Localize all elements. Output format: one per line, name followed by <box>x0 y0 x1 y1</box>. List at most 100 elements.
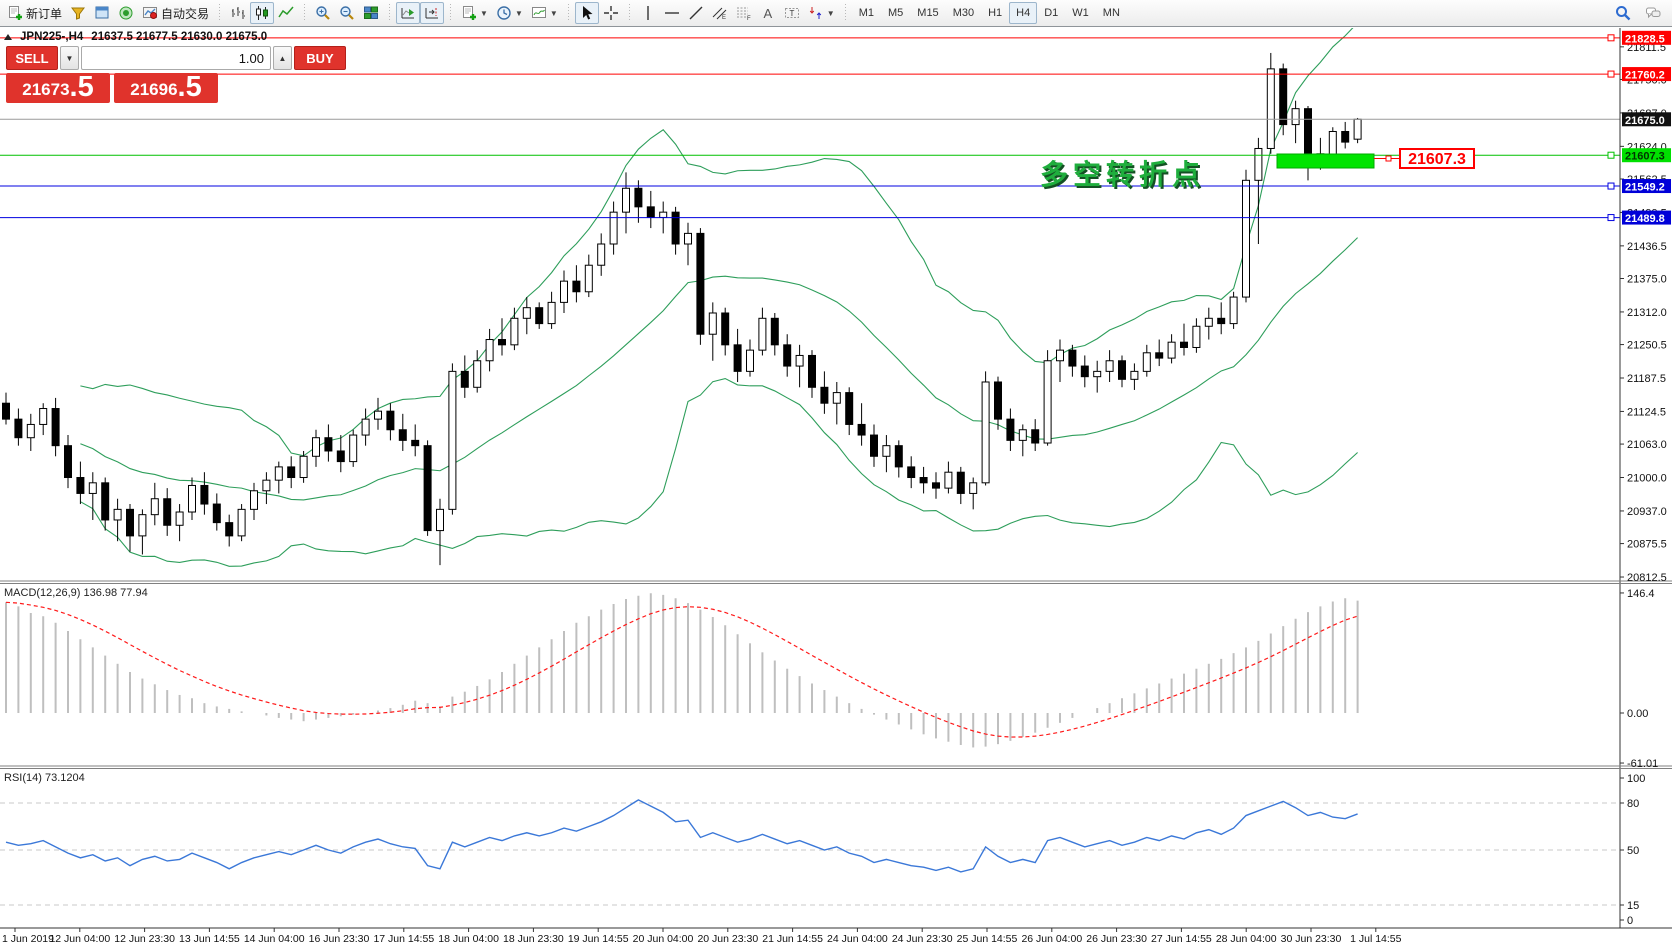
new-order-icon <box>7 5 23 21</box>
candle-bullish <box>88 482 97 494</box>
level-price-badge <box>1622 67 1671 82</box>
candle-bearish <box>163 498 172 526</box>
horizontal-line-button[interactable] <box>660 2 684 24</box>
candle-bullish <box>795 354 804 367</box>
candle-bearish <box>1006 418 1015 441</box>
cursor-button[interactable] <box>574 2 599 24</box>
text-tool-button[interactable]: A <box>756 2 780 24</box>
candle-bullish <box>113 508 122 521</box>
highlight-rectangle[interactable] <box>1276 153 1375 169</box>
bar-chart-button[interactable] <box>226 2 250 24</box>
chart-shift-icon <box>424 5 440 21</box>
timeframe-M5[interactable]: M5 <box>881 2 910 24</box>
buy-button[interactable]: BUY <box>294 46 346 70</box>
price-tick-label: 21312.0 <box>1627 307 1667 319</box>
price-axis: 21811.521750.021687.021624.021562.521499… <box>1620 30 1671 927</box>
level-price-badge <box>1622 148 1671 163</box>
funnel-button[interactable] <box>66 2 90 24</box>
new-order-button[interactable]: 新订单 <box>3 2 66 24</box>
vertical-line-button[interactable] <box>636 2 660 24</box>
timeframe-H4[interactable]: H4 <box>1009 2 1038 24</box>
arrows-button[interactable]: ▼ <box>804 2 839 24</box>
time-axis-label: 24 Jun 04:00 <box>827 933 888 945</box>
candle-bullish <box>1043 360 1052 444</box>
auto-trading-button[interactable]: 自动交易 <box>138 2 213 24</box>
crosshair-button[interactable] <box>599 2 623 24</box>
fibonacci-button[interactable]: F <box>732 2 756 24</box>
level-price-badge-text: 21828.5 <box>1625 33 1665 45</box>
toolbar: 新订单 自动交易 ▼ ▼ ▼ E F A T ▼ <box>0 0 1672 27</box>
candle-bearish <box>845 392 854 425</box>
price-tick-label: 21124.5 <box>1627 406 1666 418</box>
timeframe-H1[interactable]: H1 <box>981 2 1009 24</box>
profile-button[interactable] <box>90 2 114 24</box>
channel-button[interactable]: E <box>708 2 732 24</box>
level-price-badge <box>1622 112 1671 127</box>
candle-bearish <box>535 307 544 325</box>
volume-decrease-button[interactable]: ▼ <box>60 46 79 70</box>
trendline-icon <box>688 5 704 21</box>
rsi-axis-label: 80 <box>1627 798 1639 810</box>
periods-button[interactable]: ▼ <box>492 2 527 24</box>
line-chart-button[interactable] <box>274 2 298 24</box>
time-axis-label: 17 Jun 14:55 <box>373 933 434 945</box>
tile-windows-icon <box>363 5 379 21</box>
search-button[interactable] <box>1611 2 1635 24</box>
buy-price-display[interactable]: 21696 .5 <box>114 73 218 103</box>
candle-bullish <box>1056 349 1064 362</box>
candle-bullish <box>708 312 717 335</box>
level-price-badge-text: 21675.0 <box>1625 115 1665 127</box>
indicators-button[interactable]: ▼ <box>457 2 492 24</box>
rsi-axis-label: 15 <box>1627 900 1639 912</box>
text-tool-icon: A <box>763 5 773 21</box>
annotation-text[interactable]: 多空转折点 <box>1040 158 1205 190</box>
candlestick-chart-button[interactable] <box>250 2 275 24</box>
auto-scroll-button[interactable] <box>396 2 421 24</box>
timeframe-MN[interactable]: MN <box>1096 2 1127 24</box>
svg-text:E: E <box>722 15 726 21</box>
line-chart-icon <box>278 5 294 21</box>
volume-input[interactable] <box>81 46 271 70</box>
candle-bullish <box>1142 352 1151 372</box>
zoom-in-button[interactable] <box>311 2 335 24</box>
sell-button[interactable]: SELL <box>6 46 58 70</box>
signals-button[interactable] <box>114 2 138 24</box>
tile-windows-button[interactable] <box>359 2 383 24</box>
chat-button[interactable] <box>1641 2 1665 24</box>
timeframe-M30[interactable]: M30 <box>946 2 981 24</box>
candle-bullish <box>312 437 320 457</box>
candle-bullish <box>597 243 606 266</box>
chart-shift-button[interactable] <box>420 2 445 24</box>
candle-bearish <box>2 402 10 420</box>
candle-bearish <box>932 482 940 489</box>
timeframe-D1[interactable]: D1 <box>1037 2 1065 24</box>
volume-increase-button[interactable]: ▲ <box>273 46 292 70</box>
time-axis-label: 1 Jun 2019 <box>2 933 54 945</box>
timeframe-M1[interactable]: M1 <box>852 2 881 24</box>
timeframe-W1[interactable]: W1 <box>1065 2 1096 24</box>
macd-label: MACD(12,26,9) 136.98 77.94 <box>4 587 148 599</box>
trendline-button[interactable] <box>684 2 708 24</box>
candle-bullish <box>374 410 382 420</box>
callout-box[interactable] <box>1399 148 1475 169</box>
templates-button[interactable]: ▼ <box>527 2 562 24</box>
candle-bearish <box>808 354 816 388</box>
fibonacci-icon: F <box>736 5 752 22</box>
candle-bearish <box>1068 349 1077 367</box>
svg-text:F: F <box>747 16 751 21</box>
candle-bearish <box>1304 108 1312 155</box>
candle-bullish <box>26 423 35 439</box>
timeframe-M15[interactable]: M15 <box>910 2 945 24</box>
candle-bearish <box>336 450 345 463</box>
candle-bearish <box>770 317 779 346</box>
cursor-icon <box>579 5 595 21</box>
sell-price-display[interactable]: 21673 .5 <box>6 73 110 103</box>
level-price-badge <box>1622 179 1671 194</box>
zoom-out-button[interactable] <box>335 2 359 24</box>
candle-bullish <box>684 232 692 245</box>
candle-bearish <box>423 445 432 532</box>
toolbar-grip <box>565 4 571 22</box>
text-label-button[interactable]: T <box>780 2 804 24</box>
